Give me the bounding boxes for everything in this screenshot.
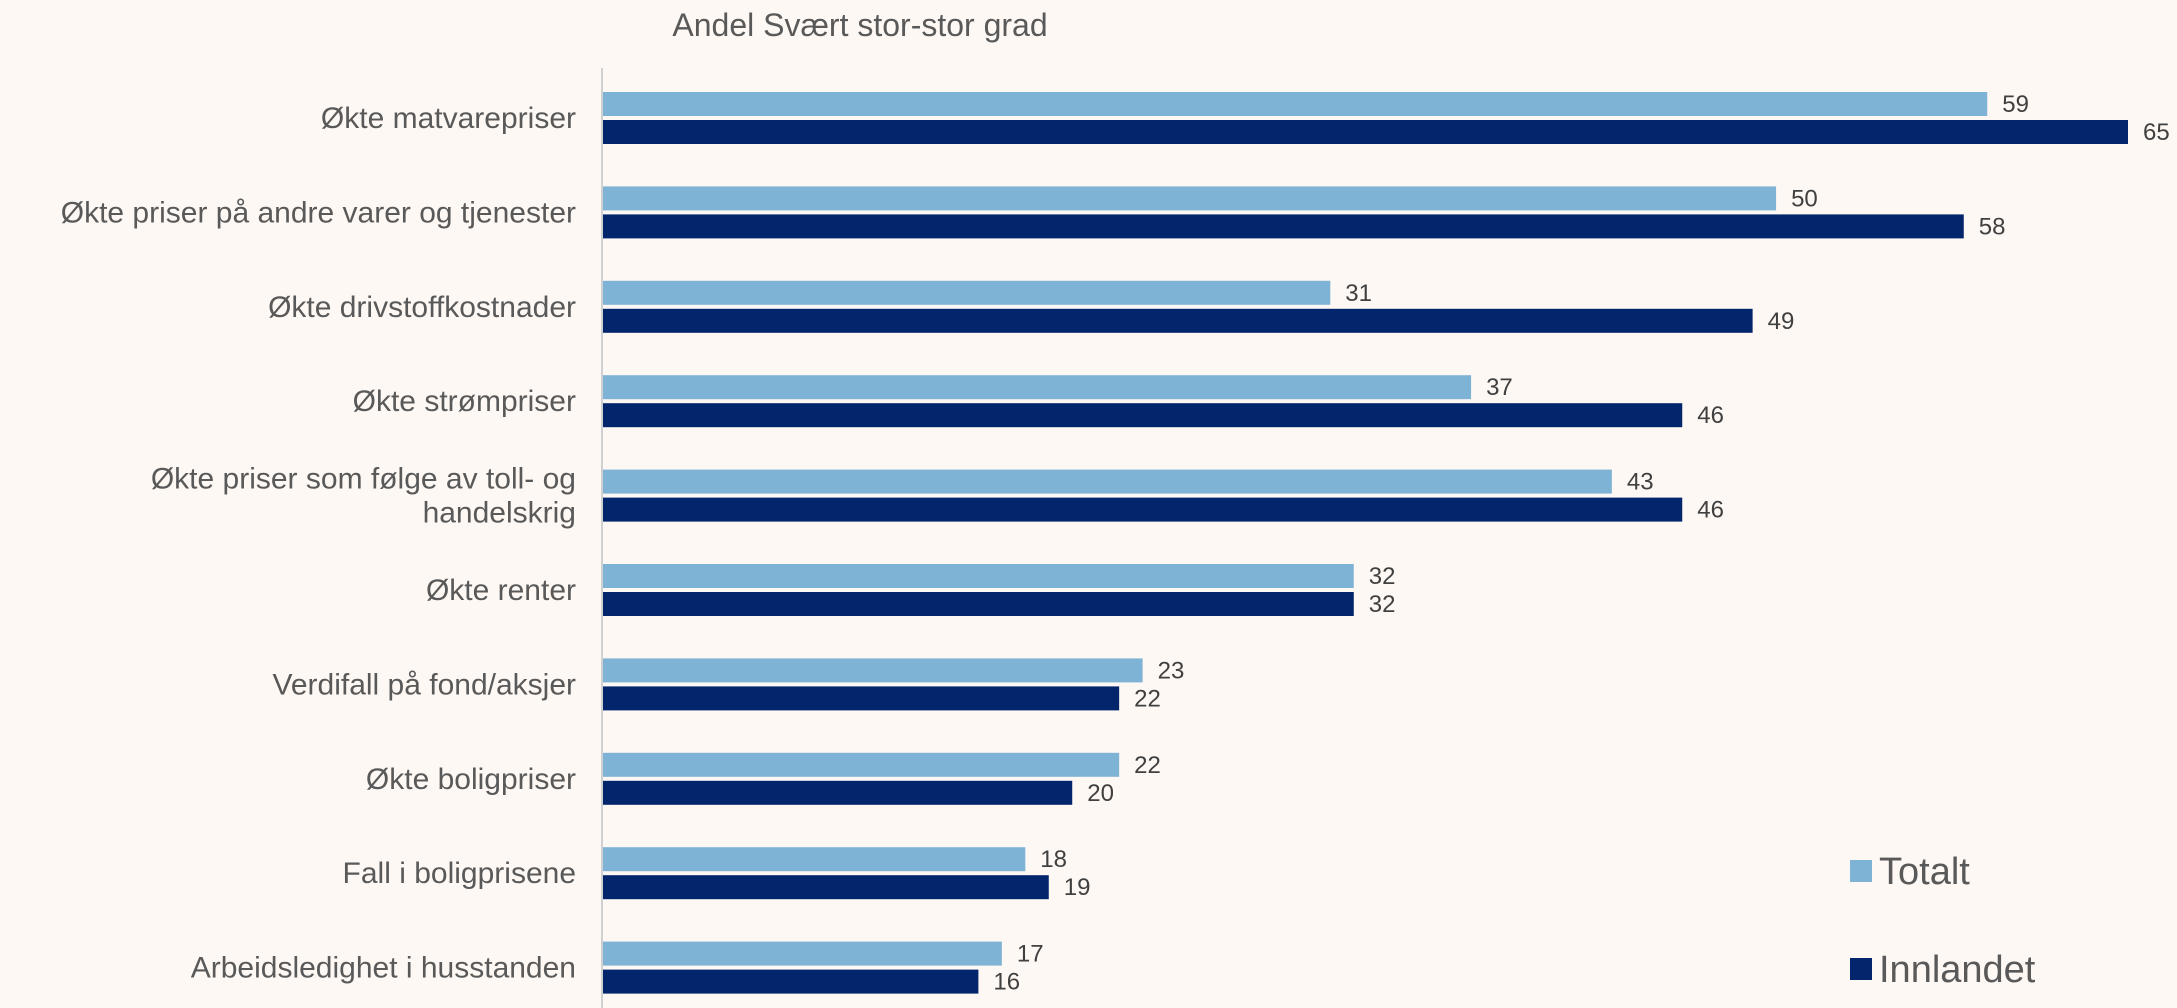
category-label-line: Økte renter — [426, 574, 576, 607]
category-labels: Økte matvarepriser Økte priser på andre v… — [61, 102, 576, 985]
data-label: 46 — [1697, 402, 1724, 429]
category-label: Økte renter — [426, 574, 576, 607]
data-label: 65 — [2143, 119, 2170, 146]
data-label: 17 — [1017, 941, 1044, 968]
legend-swatch — [1850, 860, 1872, 882]
category-label-line: Arbeidsledighet i husstanden — [191, 952, 576, 985]
legend: Totalt Innlandet — [1850, 851, 2036, 991]
bar — [603, 469, 1612, 494]
bar — [603, 403, 1683, 428]
category-label: Økte priser som følge av toll- og handels… — [151, 463, 576, 530]
data-label: 37 — [1486, 374, 1513, 401]
bar — [603, 497, 1683, 522]
data-label: 22 — [1134, 685, 1161, 712]
bar — [603, 875, 1049, 900]
bar — [603, 280, 1331, 305]
category-label-line: Økte drivstoffkostnader — [268, 291, 576, 324]
bars — [603, 92, 2128, 994]
data-label: 19 — [1064, 874, 1091, 901]
data-label: 49 — [1768, 308, 1795, 335]
bar — [603, 658, 1143, 683]
legend-swatch — [1850, 958, 1872, 980]
bar — [603, 592, 1354, 616]
bar — [603, 120, 2128, 144]
category-label: Økte matvarepriser — [321, 102, 576, 135]
bar — [603, 780, 1073, 805]
data-label: 23 — [1158, 657, 1185, 684]
chart-title: Andel Svært stor-stor grad — [672, 7, 1047, 43]
category-label-line: Verdifall på fond/aksjer — [272, 668, 576, 701]
bar — [603, 686, 1120, 711]
data-label: 16 — [993, 969, 1020, 996]
data-label: 18 — [1040, 846, 1067, 873]
bar — [603, 969, 979, 994]
bar — [603, 752, 1120, 777]
bar — [603, 375, 1472, 400]
data-label: 20 — [1087, 780, 1114, 807]
category-label-line: Økte strømpriser — [353, 385, 576, 418]
data-label: 43 — [1627, 469, 1654, 496]
data-label: 59 — [2002, 91, 2029, 118]
category-label-line: Fall i boligprisene — [343, 857, 576, 890]
data-label: 31 — [1345, 280, 1372, 307]
category-label: Arbeidsledighet i husstanden — [191, 952, 576, 985]
category-label: Verdifall på fond/aksjer — [272, 668, 576, 701]
bar — [603, 186, 1777, 211]
data-label: 50 — [1791, 185, 1818, 212]
category-label-line: Økte priser som følge av toll- og — [151, 463, 576, 496]
legend-label: Totalt — [1879, 851, 1970, 893]
legend-label: Innlandet — [1879, 949, 2036, 991]
bar — [603, 564, 1354, 588]
data-label: 58 — [1979, 213, 2006, 240]
category-label: Økte priser på andre varer og tjenester — [61, 196, 576, 229]
category-label: Økte strømpriser — [353, 385, 576, 418]
category-label: Økte boligpriser — [366, 763, 576, 796]
category-label-line: Økte boligpriser — [366, 763, 576, 796]
bar — [603, 847, 1026, 872]
data-label: 32 — [1369, 591, 1396, 618]
category-label: Fall i boligprisene — [343, 857, 576, 890]
data-label: 46 — [1697, 497, 1724, 524]
category-label: Økte drivstoffkostnader — [268, 291, 576, 324]
category-label-line: handelskrig — [423, 497, 576, 530]
data-label: 22 — [1134, 752, 1161, 779]
data-label: 32 — [1369, 563, 1396, 590]
bar — [603, 92, 1988, 116]
bar — [603, 941, 1002, 966]
category-label-line: Økte priser på andre varer og tjenester — [61, 196, 576, 229]
category-label-line: Økte matvarepriser — [321, 102, 576, 135]
bar — [603, 308, 1753, 333]
bar — [603, 214, 1964, 239]
